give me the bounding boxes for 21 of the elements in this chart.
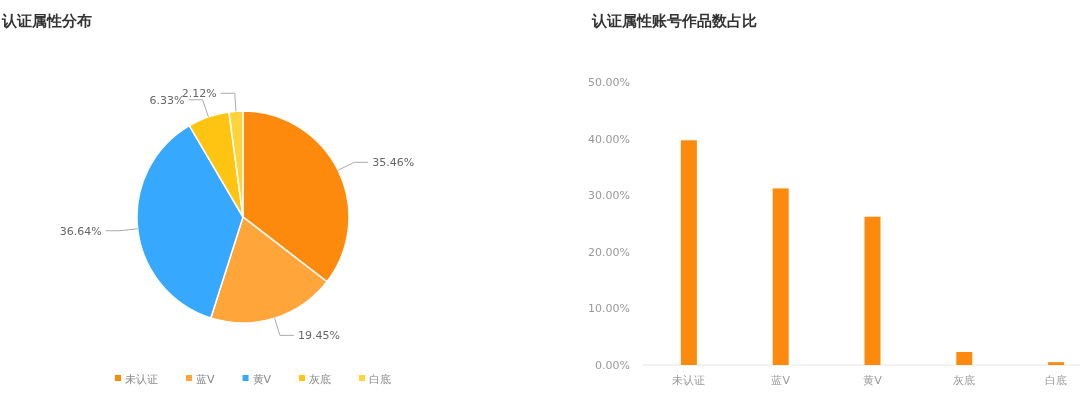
bar (1048, 362, 1065, 365)
bar (956, 351, 973, 365)
x-tick-label: 白底 (1045, 374, 1068, 387)
bar (772, 188, 789, 365)
data-label: 36.64% (59, 224, 102, 238)
x-tick-label: 蓝V (771, 374, 791, 387)
x-tick-label: 黄V (863, 374, 883, 387)
data-label: 35.46% (372, 156, 415, 170)
data-label: 19.45% (297, 329, 340, 343)
x-tick-label: 未认证 (672, 374, 706, 387)
y-tick-label: 10.00% (588, 302, 630, 316)
y-tick-label: 20.00% (588, 245, 630, 259)
bar (864, 216, 881, 365)
y-tick-label: 40.00% (588, 132, 630, 146)
chart-title: 认证属性分布 (1, 12, 92, 30)
y-tick-label: 30.00% (588, 189, 630, 203)
y-tick-label: 0.00% (595, 359, 630, 372)
bar (680, 140, 697, 365)
y-tick-label: 50.00% (588, 76, 630, 89)
x-tick-label: 灰底 (953, 374, 976, 387)
chart-title: 认证属性账号作品数占比 (591, 12, 757, 30)
